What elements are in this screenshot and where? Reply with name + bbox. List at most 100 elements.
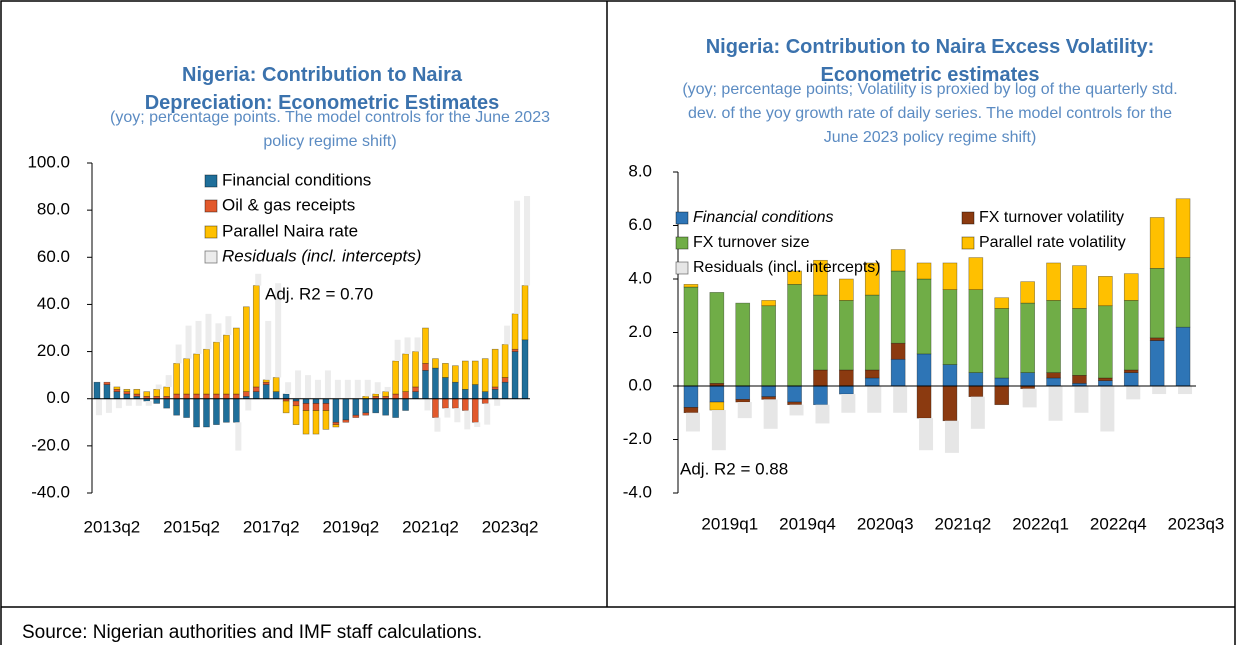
bar-segment [442,398,449,409]
bar-segment [252,285,260,388]
bar-segment [123,391,131,395]
bar-segment [402,353,409,392]
bar-segment [481,398,489,404]
bar-segment [282,400,290,414]
bar-segment [252,386,260,392]
bar-segment [163,386,170,397]
bar-segment [994,385,1010,406]
legend-swatch [675,236,689,250]
bar-segment [305,375,312,399]
bar-segment [242,306,250,392]
bar-segment [683,385,699,408]
bar-segment [444,408,451,418]
bar-segment [223,398,230,423]
bar-segment [203,348,210,395]
bar-segment [113,391,121,400]
bar-segment [1178,386,1193,395]
y-tick-label: -2.0 [623,429,652,448]
bar-segment [916,278,932,355]
bar-segment [255,273,262,286]
bar-segment [215,323,222,343]
bar-segment [813,385,828,406]
bar-segment [1020,302,1035,373]
bar-segment [1175,198,1191,258]
bar-segment [763,399,778,429]
chart-subtitle: (yoy; percentage points; Volatility is p… [682,81,1178,146]
legend-label: FX turnover volatility [979,209,1124,226]
bar-segment [412,351,419,388]
bar-segment [970,396,985,429]
bar-segment [1149,337,1165,341]
bar-segment [461,398,469,411]
bar-segment [105,398,112,413]
bar-segment [392,398,399,418]
bar-segment [384,386,391,392]
bar-segment [312,410,320,435]
bar-segment [352,414,360,418]
bar-segment [504,325,511,345]
bar-segment [322,398,330,404]
bar-segment [1123,372,1139,387]
bar-segment [1074,386,1089,413]
bar-segment [432,358,439,369]
annotation: Adj. R2 = 0.88 [680,459,788,478]
bar-segment [1175,257,1191,328]
y-tick-label: 6.0 [628,215,652,234]
bar-segment [312,403,320,411]
bar-segment [262,384,270,400]
y-tick-label: -40.0 [31,482,70,501]
bar-segment [893,386,908,413]
x-tick-label: 2022q1 [1012,514,1069,533]
y-tick-label: 60.0 [37,247,70,266]
bar-segment [205,313,212,350]
bar-segment [839,300,854,371]
bar-segment [324,370,331,399]
bar-segment [709,292,725,384]
bar-segment [292,405,300,425]
legend-swatch [961,211,975,225]
bar-segment [183,398,190,418]
bar-segment [1100,386,1115,432]
bar-segment [1020,281,1035,304]
bar-segment [514,200,521,314]
bar-segment [193,398,200,428]
bar-segment [683,284,699,288]
bar-segment [412,386,419,392]
legend-swatch [204,199,218,213]
bar-segment [153,398,161,404]
bar-segment [1098,377,1113,381]
bar-segment [491,386,499,390]
bar-segment [354,379,361,399]
bar-segment [813,259,828,296]
bar-segment [213,341,220,395]
bar-segment [685,412,700,432]
legend-label: Residuals (incl. intercepts) [693,259,881,276]
bar-segment [1098,276,1113,307]
legend-label: Financial conditions [222,170,371,189]
chart-title: Nigeria: Contribution to Naira Excess Vo… [705,36,1155,86]
bar-segment [709,401,725,411]
bar-segment [867,386,882,413]
bar-segment [521,339,529,400]
bar-segment [422,327,429,364]
bar-segment [382,398,389,416]
bar-segment [471,398,479,423]
bar-segment [787,401,802,406]
bar-segment [511,313,519,350]
y-tick-label: 8.0 [628,161,652,180]
bar-segment [1152,386,1167,395]
bar-segment [464,410,471,430]
bar-segment [344,379,351,399]
bar-segment [272,391,280,400]
legend-swatch [204,225,218,239]
bar-segment [133,388,141,395]
bar-segment [461,388,469,400]
x-tick-label: 2019q1 [701,514,758,533]
bar-segment [890,270,906,344]
bar-segment [113,388,121,392]
bar-segment [424,398,431,411]
bar-segment [193,393,200,400]
bar-segment [422,370,429,400]
bar-segment [374,382,381,394]
